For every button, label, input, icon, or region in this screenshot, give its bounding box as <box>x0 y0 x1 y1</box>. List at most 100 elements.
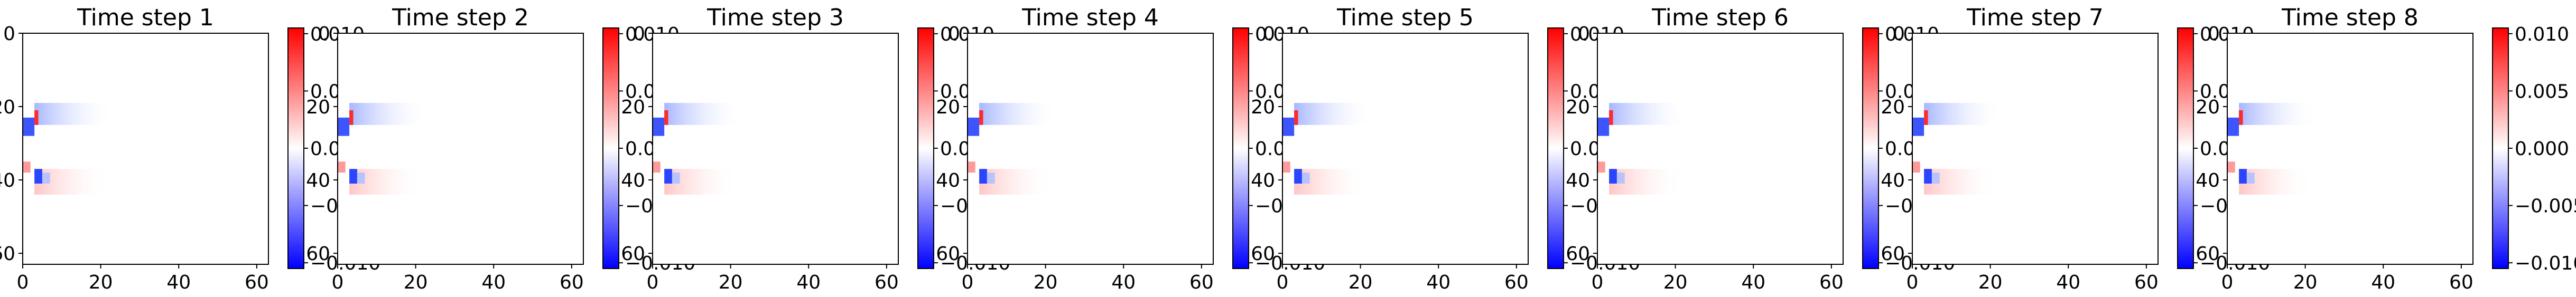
heatmap-cell <box>1294 169 1302 184</box>
heatmap-cell <box>1282 117 1295 136</box>
heatmap-cell <box>349 169 357 184</box>
heatmap-cell <box>979 169 987 184</box>
x-tick-label: 20 <box>2293 272 2318 293</box>
y-tick-label: 60 <box>1566 243 1590 265</box>
y-tick-label: 0 <box>1893 23 1905 45</box>
x-tick-label: 40 <box>2371 272 2395 293</box>
y-tick-label: 20 <box>1566 97 1590 118</box>
heatmap-cell <box>338 117 350 136</box>
x-tick-label: 0 <box>1907 272 1919 293</box>
heatmap-cell <box>1924 169 1932 184</box>
x-tick-label: 20 <box>1978 272 2003 293</box>
heatmap-cell <box>34 169 42 184</box>
colorbar <box>1232 27 1249 269</box>
heatmap-cell <box>1294 110 1298 125</box>
x-tick-label: 20 <box>1663 272 1688 293</box>
y-tick-label: 60 <box>1251 243 1275 265</box>
y-tick-label: 20 <box>936 97 960 118</box>
x-tick-label: 40 <box>166 272 191 293</box>
plot-area <box>1282 33 1528 264</box>
plot-area <box>968 33 1213 264</box>
x-tick-label: 20 <box>1349 272 1373 293</box>
y-tick-label: 60 <box>1881 243 1905 265</box>
heatmap-cell <box>1609 169 1617 184</box>
y-tick-label: 40 <box>1251 170 1275 191</box>
plot-area <box>2227 33 2473 264</box>
y-tick-label: 0 <box>1578 23 1590 45</box>
heatmap-cell <box>1301 173 1310 184</box>
x-tick-label: 40 <box>2056 272 2080 293</box>
y-tick-label: 60 <box>621 243 645 265</box>
heatmap-cell <box>1616 173 1625 184</box>
x-tick-label: 60 <box>1819 272 1844 293</box>
axes-frame <box>22 33 269 265</box>
heatmap-cell <box>34 110 39 125</box>
axes-frame <box>1597 33 1844 265</box>
x-tick-label: 20 <box>404 272 428 293</box>
y-tick-label: 40 <box>1566 170 1590 191</box>
y-tick-label: 0 <box>1263 23 1275 45</box>
y-tick-label: 20 <box>1881 97 1905 118</box>
heatmap-streak <box>1294 103 1372 125</box>
plot-area <box>23 33 268 264</box>
colorbar-tick-label: 0.005 <box>2515 81 2569 102</box>
y-tick-label: 20 <box>621 97 645 118</box>
heatmap-cell <box>987 173 995 184</box>
heatmap-cell <box>23 161 31 173</box>
x-tick-label: 20 <box>89 272 113 293</box>
heatmap-cell <box>357 173 365 184</box>
heatmap-cell <box>968 161 975 173</box>
heatmap-cell <box>1282 161 1290 173</box>
y-tick-label: 60 <box>0 243 15 265</box>
heatmap-cell <box>2246 173 2255 184</box>
axes-frame <box>1912 33 2159 265</box>
x-tick-label: 0 <box>647 272 659 293</box>
y-tick-label: 60 <box>306 243 330 265</box>
heatmap-cell <box>672 173 680 184</box>
y-tick-label: 40 <box>1881 170 1905 191</box>
axes-frame <box>967 33 1214 265</box>
y-tick-label: 40 <box>2196 170 2220 191</box>
x-tick-label: 0 <box>332 272 344 293</box>
y-tick-label: 0 <box>633 23 645 45</box>
x-tick-label: 40 <box>481 272 506 293</box>
heatmap-streak <box>1609 103 1687 125</box>
x-tick-label: 60 <box>1504 272 1529 293</box>
colorbar <box>602 27 619 269</box>
colorbar <box>1547 27 1564 269</box>
heatmap-cell <box>349 110 354 125</box>
y-tick-label: 40 <box>621 170 645 191</box>
y-tick-label: 20 <box>0 97 15 118</box>
heatmap-streak <box>2239 103 2317 125</box>
heatmap-cell <box>653 117 665 136</box>
panel-title: Time step 3 <box>706 4 844 31</box>
plot-area <box>1597 33 1843 264</box>
x-tick-label: 40 <box>1741 272 1765 293</box>
axes-frame <box>337 33 584 265</box>
colorbar <box>1862 27 1879 269</box>
y-tick-label: 40 <box>936 170 960 191</box>
plot-area <box>338 33 583 264</box>
heatmap-cell <box>653 161 661 173</box>
y-tick-label: 20 <box>2196 97 2220 118</box>
heatmap-streak <box>664 103 742 125</box>
heatmap-cell <box>664 169 672 184</box>
colorbar <box>287 27 304 269</box>
x-tick-label: 20 <box>719 272 743 293</box>
heatmap-streak <box>349 103 427 125</box>
x-tick-label: 0 <box>2221 272 2234 293</box>
axes-frame <box>2227 33 2473 265</box>
heatmap-cell <box>1912 117 1924 136</box>
colorbar-tick-label: −0.010 <box>2515 253 2576 274</box>
heatmap-cell <box>1597 117 1610 136</box>
x-tick-label: 20 <box>1034 272 1058 293</box>
heatmap-cell <box>2227 117 2239 136</box>
y-tick-label: 40 <box>0 170 15 191</box>
y-tick-label: 40 <box>306 170 330 191</box>
y-tick-label: 0 <box>2208 23 2220 45</box>
y-tick-label: 60 <box>936 243 960 265</box>
heatmap-cell <box>2239 110 2243 125</box>
axes-frame <box>1282 33 1529 265</box>
colorbar-tick-label: −0.005 <box>2515 196 2576 217</box>
